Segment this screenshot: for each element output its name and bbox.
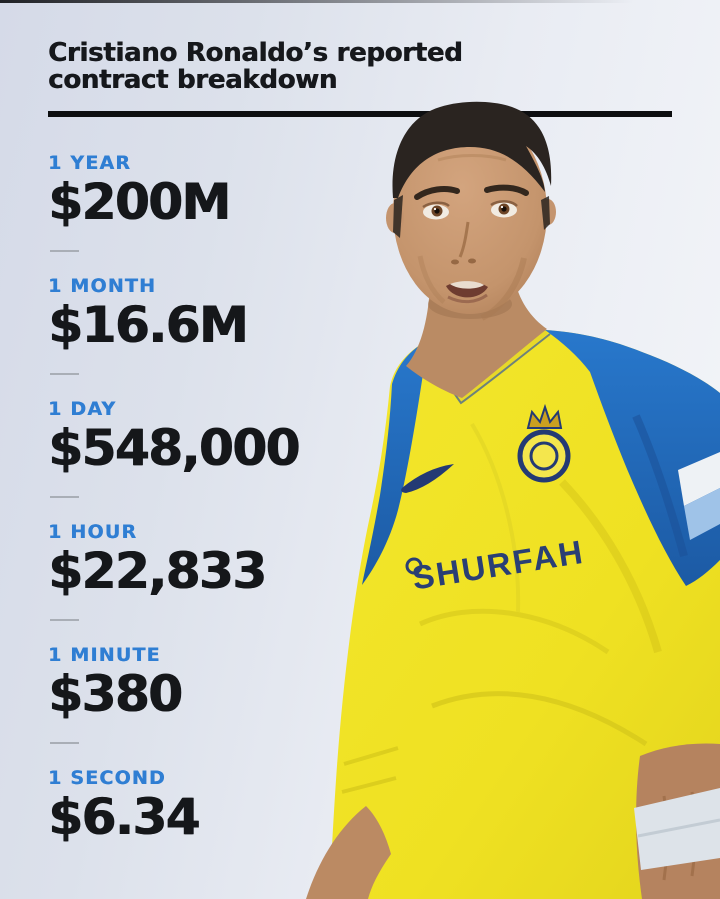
stat-item-minute: 1 MINUTE $380	[48, 643, 299, 721]
stat-value: $16.6M	[48, 296, 248, 354]
stat-value: $22,833	[48, 542, 267, 600]
stat-divider	[50, 250, 79, 252]
stat-label: 1 SECOND	[48, 767, 166, 789]
captain-armband	[678, 452, 720, 540]
stat-value: $6.34	[48, 788, 200, 846]
mouth	[446, 281, 488, 304]
stat-value: $200M	[48, 173, 231, 231]
stat-item-day: 1 DAY $548,000	[48, 397, 300, 477]
stat-divider	[50, 742, 79, 744]
stat-item-hour: 1 HOUR $22,833	[48, 520, 299, 598]
stat-item-year: 1 YEAR $200M	[48, 151, 299, 229]
page-title-line1: Cristiano Ronaldo’s reported	[48, 38, 463, 68]
right-hand	[634, 743, 720, 899]
stat-label: 1 DAY	[48, 398, 117, 420]
stat-divider	[50, 496, 79, 498]
title-underline-rule	[48, 111, 672, 117]
nike-swoosh-icon	[401, 464, 454, 493]
top-edge-strip	[0, 0, 720, 3]
page-title: Cristiano Ronaldo’s reported contract br…	[48, 38, 463, 95]
portrait-hair	[392, 101, 552, 198]
stat-divider	[50, 619, 79, 621]
left-sleeve-panel	[362, 340, 428, 585]
portrait-jersey: SHURFAH	[330, 326, 720, 899]
stat-divider	[50, 373, 79, 375]
jersey-folds	[341, 422, 662, 794]
club-crest	[517, 403, 571, 483]
stat-label: 1 MINUTE	[48, 644, 161, 666]
portrait-face	[386, 101, 556, 321]
eyes	[422, 200, 518, 220]
stat-item-month: 1 MONTH $16.6M	[48, 274, 299, 352]
stat-label: 1 MONTH	[48, 275, 157, 297]
page-title-line2: contract breakdown	[48, 65, 337, 95]
sponsor-mark	[405, 557, 423, 575]
stat-value: $548,000	[48, 419, 300, 477]
stat-label: 1 YEAR	[48, 152, 132, 174]
left-forearm-skin	[306, 806, 391, 899]
stat-item-second: 1 SECOND $6.34	[48, 766, 299, 844]
contract-breakdown-list: 1 YEAR $200M 1 MONTH $16.6M 1 DAY $548,0…	[48, 151, 300, 844]
stat-value: $380	[48, 665, 183, 723]
stat-label: 1 HOUR	[48, 521, 138, 543]
